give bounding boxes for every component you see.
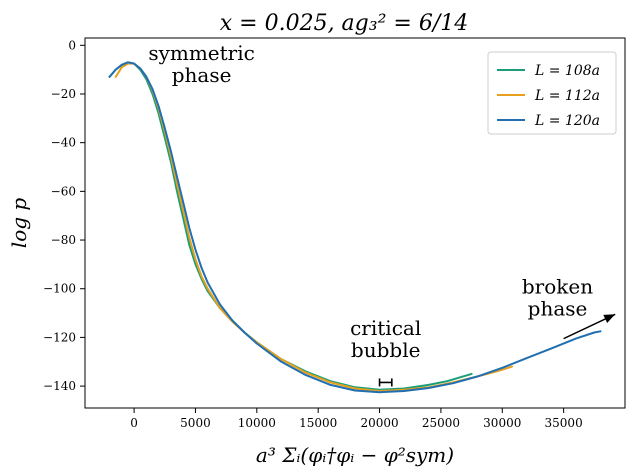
- x-axis-label: a³ Σᵢ(φᵢ†φᵢ − φ²sym): [256, 443, 454, 467]
- y-tick-label: −40: [51, 136, 76, 150]
- y-tick-label: −120: [43, 330, 76, 344]
- x-tick-label: 30000: [483, 416, 521, 430]
- y-tick-label: −100: [43, 282, 76, 296]
- y-tick-label: 0: [68, 38, 76, 52]
- x-tick-label: 20000: [360, 416, 398, 430]
- x-axis-ticks: 0 5000 10000 15000 20000 25000 30000 35000: [130, 408, 583, 430]
- series-line-3: [108, 61, 602, 394]
- series-lines: [108, 61, 602, 394]
- legend-items: L = 108a L = 112a L = 120a: [497, 63, 600, 129]
- legend-label-1: L = 108a: [534, 63, 600, 79]
- annotation-text: phase: [528, 297, 588, 321]
- annotation-text: critical: [350, 316, 421, 340]
- y-axis-label: log p: [7, 198, 31, 249]
- legend-label-3: L = 120a: [534, 113, 600, 129]
- legend: L = 108a L = 112a L = 120a: [487, 51, 617, 135]
- arrow-head: [603, 314, 616, 324]
- y-tick-label: −60: [51, 184, 76, 198]
- plot-frame: [84, 37, 626, 409]
- broken-phase-arrow: [563, 313, 616, 340]
- y-tick-label: −140: [43, 379, 76, 393]
- y-axis-ticks: 0 −20 −40 −60 −80 −100 −120 −140: [43, 38, 85, 393]
- annotation-text: phase: [172, 63, 232, 87]
- critical-bubble-errorbar: [378, 378, 393, 387]
- x-tick-label: 5000: [180, 416, 211, 430]
- x-tick-label: 35000: [545, 416, 583, 430]
- x-tick-label: 25000: [422, 416, 460, 430]
- y-tick-label: −20: [51, 87, 76, 101]
- annotation-text: symmetric: [148, 41, 255, 65]
- x-tick-label: 0: [130, 416, 138, 430]
- annotation-text: broken: [522, 275, 593, 299]
- x-tick-label: 15000: [299, 416, 337, 430]
- legend-label-2: L = 112a: [534, 88, 600, 104]
- chart-title: x = 0.025, ag₃² = 6/14: [220, 11, 468, 36]
- y-tick-label: −80: [51, 233, 76, 247]
- annotation-text: bubble: [351, 338, 421, 362]
- x-tick-label: 10000: [238, 416, 276, 430]
- legend-box: [487, 51, 617, 135]
